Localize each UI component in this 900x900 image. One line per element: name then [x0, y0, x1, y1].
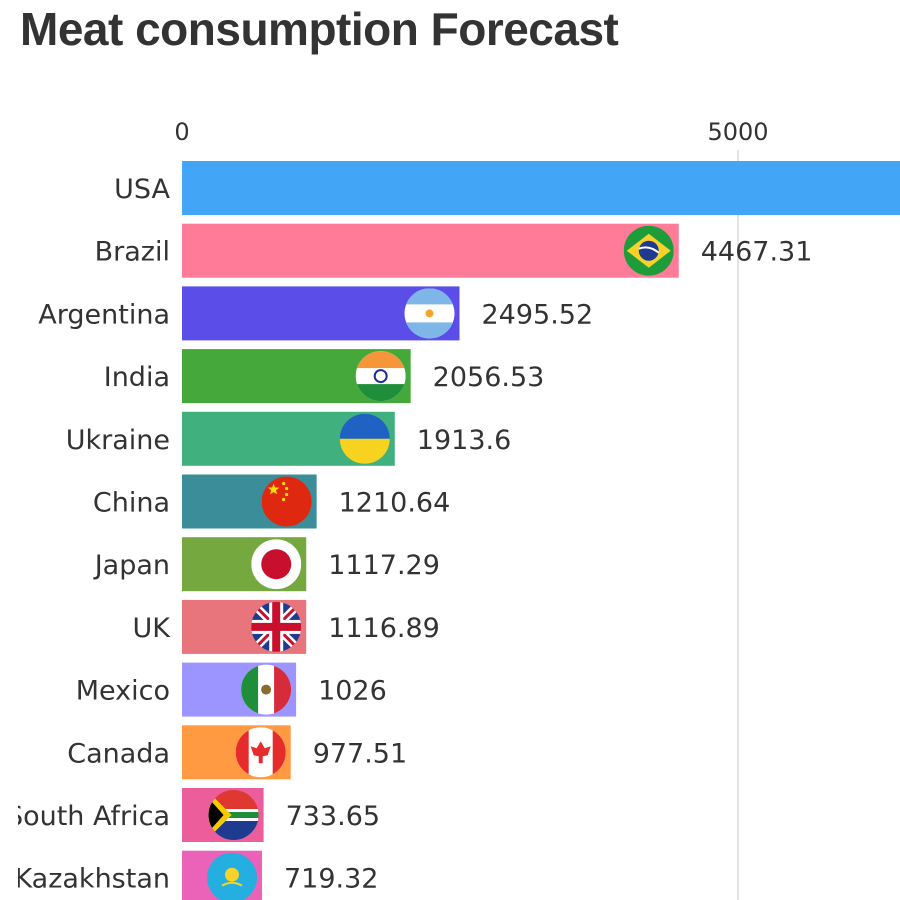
- category-label: UK: [133, 613, 172, 644]
- value-label: 4467.31: [701, 237, 813, 268]
- india-flag-icon: [355, 351, 406, 402]
- x-gridlines: 0 5000: [174, 118, 769, 900]
- category-label: Argentina: [38, 299, 170, 330]
- bar-row: Kazakhstan 719.32: [14, 850, 378, 900]
- mexico-flag-icon: [241, 664, 292, 715]
- value-label: 733.65: [286, 801, 380, 832]
- category-label: USA: [114, 174, 170, 205]
- x-tick-label: 0: [174, 118, 189, 146]
- argentina-flag-icon: [404, 288, 455, 339]
- value-label: 719.32: [284, 864, 378, 895]
- category-label: Kazakhstan: [14, 864, 170, 895]
- category-label: South Africa: [6, 801, 170, 832]
- chart-title: Meat consumption Forecast: [20, 3, 619, 55]
- bar-row: South Africa 733.65: [6, 788, 380, 842]
- bar-row: USA: [114, 161, 900, 215]
- value-label: 1913.6: [417, 425, 511, 456]
- category-label: Canada: [67, 738, 170, 769]
- canada-flag-icon: [235, 727, 286, 778]
- bar: [182, 161, 900, 215]
- category-label: India: [104, 362, 170, 393]
- value-label: 1117.29: [328, 550, 440, 581]
- bar-row: India 2056.53: [104, 349, 545, 404]
- bar-row: Canada 977.51: [67, 725, 407, 780]
- category-label: China: [93, 488, 170, 519]
- ukraine-flag-icon: [339, 413, 390, 464]
- value-label: 2056.53: [433, 362, 545, 393]
- x-tick-label: 5000: [707, 118, 768, 146]
- uk-flag-icon: [251, 601, 302, 652]
- category-label: Ukraine: [66, 425, 170, 456]
- category-label: Japan: [93, 550, 170, 581]
- value-label: 2495.52: [482, 299, 594, 330]
- bar-row: Mexico 1026: [76, 662, 387, 717]
- bar-row: China 1210.64: [93, 474, 451, 529]
- bar-row: Ukraine 1913.6: [66, 411, 511, 466]
- bar: [182, 223, 679, 278]
- value-label: 977.51: [313, 738, 407, 769]
- bar-row: Japan 1117.29: [93, 537, 440, 592]
- kazakhstan-flag-icon: [206, 852, 257, 900]
- bar-row: Brazil 4467.31: [95, 223, 813, 278]
- category-label: Brazil: [95, 237, 170, 268]
- category-label: Mexico: [76, 676, 170, 707]
- china-flag-icon: [261, 476, 312, 527]
- value-label: 1116.89: [328, 613, 440, 644]
- bar-row: Argentina 2495.52: [38, 286, 594, 341]
- value-label: 1026: [318, 676, 387, 707]
- brazil-flag-icon: [623, 225, 674, 276]
- bar-row: UK 1116.89: [133, 599, 440, 654]
- japan-flag-icon: [251, 539, 302, 590]
- value-label: 1210.64: [339, 488, 451, 519]
